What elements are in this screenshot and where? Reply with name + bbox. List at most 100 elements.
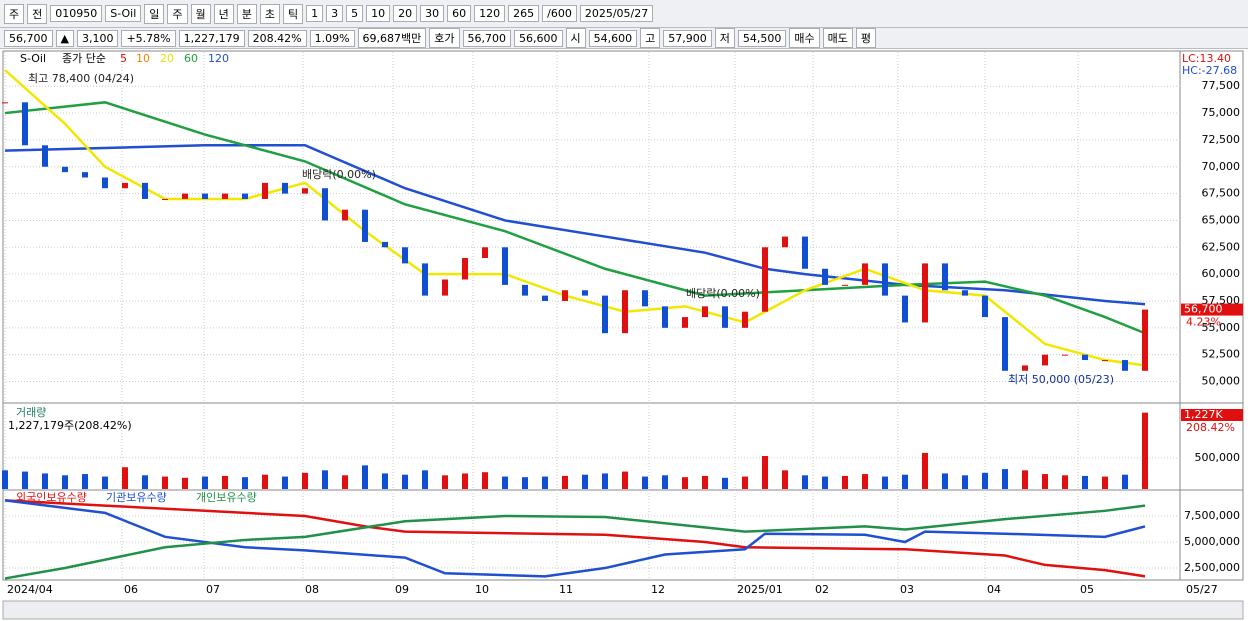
y-tick-label: 67,500 [1202, 187, 1241, 200]
volume-bar [562, 475, 568, 489]
toolbar-item[interactable]: 저 [714, 28, 735, 48]
volume-bar [82, 474, 88, 489]
toolbar-item[interactable]: 69,687백만 [357, 28, 427, 48]
toolbar-item[interactable]: 1 [306, 5, 324, 22]
toolbar-item[interactable]: 265 [508, 5, 540, 22]
y-tick-label: 75,000 [1202, 106, 1241, 119]
candle [422, 263, 428, 296]
toolbar-item[interactable]: 일 [144, 3, 165, 24]
x-tick-label: 11 [559, 583, 573, 596]
volume-bar [822, 476, 828, 489]
series-line [4, 69, 1146, 367]
toolbar-item[interactable]: 2025/05/27 [579, 5, 654, 22]
toolbar-item[interactable]: 120 [474, 5, 506, 22]
volume-bar [2, 470, 8, 489]
toolbar-item[interactable]: 시 [565, 28, 586, 48]
volume-bar [1142, 412, 1148, 489]
candle [1042, 354, 1048, 366]
y-tick-label: 62,500 [1202, 240, 1241, 253]
candle [182, 193, 188, 199]
toolbar-item[interactable]: 초 [259, 3, 281, 24]
volume-bar [102, 476, 108, 489]
toolbar-item[interactable]: 호가 [429, 28, 460, 48]
candle [122, 182, 128, 189]
toolbar-item[interactable]: 56,700 [462, 29, 512, 47]
y-tick-label: 7,500,000 [1184, 509, 1240, 522]
candle [842, 284, 848, 286]
x-tick-label: 2025/01 [737, 583, 783, 596]
x-tick-label: 03 [900, 583, 914, 596]
legend-item: 10 [136, 52, 150, 65]
volume-bar [1042, 474, 1048, 489]
y-tick-label: 50,000 [1202, 375, 1241, 388]
annotation: 최저 50,000 (05/23) [1008, 373, 1114, 386]
volume-bar [222, 475, 228, 489]
candle [662, 306, 668, 328]
toolbar-item[interactable]: 54,500 [737, 29, 787, 47]
toolbar-item[interactable]: 10 [366, 5, 391, 22]
candle [1062, 354, 1068, 356]
volume-bar [42, 473, 48, 489]
y-tick-label: 2,500,000 [1184, 561, 1240, 574]
toolbar-item[interactable]: 20 [393, 5, 418, 22]
x-tick-label: 12 [651, 583, 665, 596]
toolbar-item[interactable]: 5 [346, 5, 364, 22]
toolbar-item[interactable]: 분 [236, 3, 257, 24]
volume-bar [202, 476, 208, 489]
candle [822, 268, 828, 285]
series-line [4, 504, 1146, 580]
volume-bar [442, 475, 448, 489]
toolbar-item[interactable]: 주 [4, 3, 25, 24]
toolbar-item[interactable]: 1,227,179 [178, 29, 245, 47]
x-tick-label: 02 [815, 583, 829, 596]
toolbar-item[interactable]: +5.78% [121, 29, 176, 47]
toolbar-item[interactable]: 1.09% [309, 29, 355, 47]
y-tick-label: 60,000 [1202, 267, 1241, 280]
toolbar-item[interactable]: 매수 [789, 28, 820, 48]
toolbar-item[interactable]: 년 [213, 3, 234, 24]
candle [1082, 354, 1088, 361]
y-tick-label: 52,500 [1202, 348, 1241, 361]
candle [262, 182, 268, 199]
annotation: 배당락(0.00%) [686, 287, 760, 300]
toolbar-item[interactable]: 010950 [50, 5, 103, 22]
toolbar-item[interactable]: /600 [542, 5, 577, 22]
toolbar-item[interactable]: 틱 [283, 3, 304, 24]
toolbar-item[interactable]: ▲ [55, 29, 74, 47]
candle [502, 247, 508, 285]
toolbar-item[interactable]: 30 [420, 5, 445, 22]
volume-bar [582, 474, 588, 489]
volume-bar [1102, 476, 1108, 489]
toolbar-item[interactable]: 고 [640, 28, 661, 48]
x-tick-label: 2024/04 [7, 583, 53, 596]
candle [382, 241, 388, 248]
toolbar-item[interactable]: 월 [190, 3, 211, 24]
legend-item: 60 [184, 52, 198, 65]
toolbar-item[interactable]: 54,600 [588, 29, 638, 47]
y-tick-label: 55,000 [1202, 321, 1241, 334]
toolbar-item[interactable]: 매도 [822, 28, 853, 48]
toolbar-item[interactable]: 3 [326, 5, 344, 22]
legend-item: 20 [160, 52, 174, 65]
toolbar-item[interactable]: 평 [855, 28, 877, 48]
annotation: 최고 78,400 (04/24) [28, 72, 134, 85]
x-tick-label: 05 [1080, 583, 1094, 596]
toolbar-item[interactable]: 주 [167, 3, 188, 24]
volume-bar [22, 471, 28, 489]
toolbar-item[interactable]: 3,100 [76, 29, 119, 47]
candle [42, 145, 48, 167]
toolbar-item[interactable]: S-Oil [105, 5, 142, 22]
candle [442, 279, 448, 296]
volume-bar [862, 474, 868, 489]
toolbar-item[interactable]: 208.42% [247, 29, 307, 47]
quote-bar: 56,700 ▲ 3,100 +5.78% 1,227,179 208.42% 1.09% 6… [0, 28, 1248, 49]
toolbar-item[interactable]: 60 [447, 5, 472, 22]
toolbar-item[interactable]: 56,700 [4, 29, 53, 47]
candle [322, 188, 328, 221]
volume-bar [502, 476, 508, 489]
toolbar-item[interactable]: 56,600 [514, 29, 563, 47]
y-tick-label: 5,000,000 [1184, 535, 1240, 548]
toolbar-item[interactable]: 57,900 [663, 29, 712, 47]
toolbar-item[interactable]: 전 [27, 3, 48, 24]
volume-bar [802, 475, 808, 489]
